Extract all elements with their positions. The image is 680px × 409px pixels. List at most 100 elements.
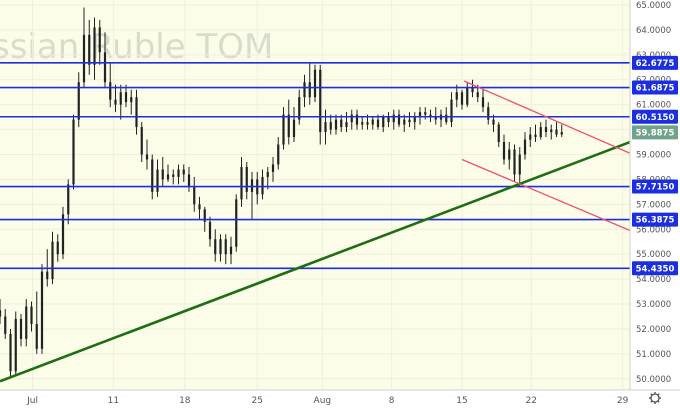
candle-body bbox=[534, 134, 537, 138]
x-tick-label: 8 bbox=[389, 396, 395, 406]
candle-body bbox=[355, 114, 359, 125]
candle-body bbox=[466, 87, 469, 105]
candle-body bbox=[114, 99, 117, 105]
candle-body bbox=[93, 27, 96, 65]
candle-body bbox=[487, 107, 490, 120]
candle-body bbox=[67, 184, 70, 215]
horizontal-levels bbox=[0, 62, 630, 270]
candle-body bbox=[513, 149, 516, 175]
candle-body bbox=[229, 246, 233, 255]
watermark: ssian Ruble TOM bbox=[0, 27, 273, 67]
trend-lines bbox=[0, 80, 631, 383]
gear-icon[interactable] bbox=[649, 392, 661, 404]
candle-body bbox=[277, 144, 280, 165]
gear-tooth bbox=[657, 400, 660, 403]
x-tick-label: 15 bbox=[456, 396, 467, 406]
candle-body bbox=[35, 323, 38, 349]
x-tick-label: 11 bbox=[108, 396, 119, 406]
candle-body bbox=[287, 114, 290, 138]
candle-body bbox=[140, 127, 143, 155]
trend-line-channel-lower bbox=[461, 158, 631, 232]
candle-body bbox=[77, 82, 80, 120]
y-tick-label: 50.0000 bbox=[636, 375, 671, 385]
candle-body bbox=[418, 112, 422, 118]
candle-body bbox=[166, 174, 170, 180]
y-tick-label: 52.0000 bbox=[636, 325, 671, 335]
level-label: 61.6875 bbox=[636, 84, 675, 94]
y-tick-label: 61.0000 bbox=[636, 101, 671, 111]
candle-body bbox=[224, 239, 227, 255]
candle-body bbox=[303, 82, 306, 98]
trend-line-support bbox=[0, 140, 631, 383]
level-label: 57.7150 bbox=[636, 183, 675, 193]
trend-line-channel-upper bbox=[463, 80, 631, 154]
candle-body bbox=[492, 119, 495, 125]
candle-body bbox=[544, 127, 548, 133]
candle-body bbox=[72, 119, 75, 185]
candle-body bbox=[51, 241, 54, 280]
candle-body bbox=[19, 318, 23, 339]
level-label: 54.4350 bbox=[636, 264, 675, 274]
candle-body bbox=[46, 271, 49, 280]
candle-body bbox=[460, 92, 464, 105]
candle-body bbox=[539, 127, 542, 138]
y-tick-label: 63.0000 bbox=[636, 51, 671, 61]
candle-body bbox=[434, 117, 437, 120]
candle-body bbox=[497, 124, 500, 143]
x-tick-label: 29 bbox=[617, 396, 629, 406]
candle-body bbox=[382, 117, 385, 128]
candle-body bbox=[476, 92, 479, 98]
level-label-bg bbox=[632, 80, 678, 95]
candle-body bbox=[193, 186, 196, 205]
gear-tooth bbox=[657, 393, 660, 396]
candle-body bbox=[40, 271, 44, 349]
candle-body bbox=[392, 114, 395, 123]
candle-body bbox=[25, 306, 28, 339]
level-label-bg bbox=[632, 179, 678, 194]
candle-body bbox=[4, 316, 7, 334]
candle-body bbox=[376, 119, 380, 128]
level-labels: 62.6775 61.6875 60.5150 57.7150 56.3875 54.43… bbox=[632, 55, 678, 276]
y-tick-label: 57.0000 bbox=[636, 200, 671, 210]
y-tick-label: 51.0000 bbox=[636, 350, 671, 360]
candle-body bbox=[329, 122, 332, 130]
candle-body bbox=[30, 306, 33, 324]
candle-body bbox=[424, 112, 427, 115]
last-price-label-bg bbox=[632, 125, 678, 140]
candle-body bbox=[455, 92, 458, 100]
candle-body bbox=[261, 176, 264, 195]
candle-body bbox=[203, 209, 206, 222]
last-price-label: 59.8875 bbox=[636, 128, 675, 138]
candle-body bbox=[282, 114, 285, 145]
candle-body bbox=[529, 134, 532, 140]
candle-body bbox=[245, 166, 248, 192]
time-axis[interactable] bbox=[0, 390, 680, 409]
candle-body bbox=[135, 97, 138, 128]
candle-body bbox=[319, 69, 322, 133]
candle-body bbox=[555, 129, 558, 135]
candle-body bbox=[187, 174, 191, 187]
y-tick-label: 65.0000 bbox=[636, 1, 671, 11]
y-tick-label: 56.0000 bbox=[636, 225, 671, 235]
level-label-bg bbox=[632, 55, 678, 70]
candle-body bbox=[560, 132, 563, 135]
candle-body bbox=[334, 119, 338, 130]
candle-body bbox=[88, 34, 91, 65]
x-tick-label: Aug bbox=[314, 396, 332, 406]
candle-body bbox=[345, 122, 348, 128]
x-tick-label: 18 bbox=[179, 396, 191, 406]
y-tick-label: 55.0000 bbox=[636, 250, 671, 260]
level-label: 60.5150 bbox=[636, 113, 675, 123]
candle-body bbox=[429, 114, 432, 118]
candle-body bbox=[177, 169, 180, 177]
candle-body bbox=[481, 97, 485, 108]
x-tick-label: 25 bbox=[252, 396, 263, 406]
gear-tooth bbox=[650, 393, 653, 396]
candle-body bbox=[518, 154, 521, 175]
candle-body bbox=[387, 117, 390, 123]
candle-body bbox=[266, 171, 269, 177]
candle-body bbox=[161, 169, 164, 180]
candle-body bbox=[214, 239, 217, 255]
